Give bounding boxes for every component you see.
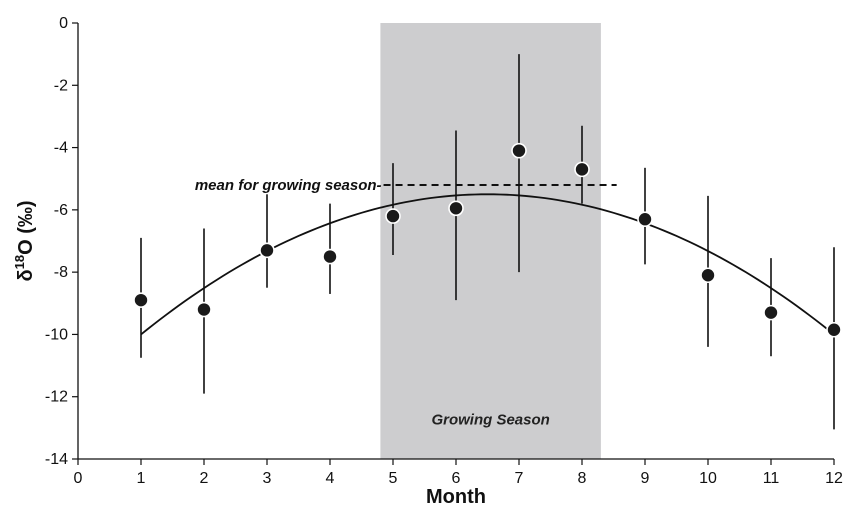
data-point	[511, 142, 527, 159]
data-point	[574, 161, 590, 178]
y-axis-title-rest: O (‰)	[15, 200, 37, 254]
x-tick-label: 8	[578, 470, 587, 487]
y-tick-label: 0	[59, 15, 68, 32]
y-tick-label: -14	[45, 451, 68, 468]
x-tick-label: 6	[452, 470, 461, 487]
x-tick-label: 2	[200, 470, 209, 487]
y-tick-label: -8	[54, 264, 68, 281]
x-axis-ticks: 0 1 2 3 4 5 6 7 8 9 10 11 12	[74, 459, 843, 487]
season-mean-label: mean for growing season-	[195, 177, 382, 194]
x-tick-label: 5	[389, 470, 398, 487]
data-point	[385, 208, 401, 224]
y-tick-label: -6	[54, 202, 68, 219]
data-point	[826, 321, 842, 338]
data-point	[322, 248, 338, 265]
y-axis-ticks: 0 -2 -4 -6 -8 -10 -12 -14	[45, 15, 78, 468]
x-tick-label: 7	[515, 470, 524, 487]
y-axis-title-superscript: 18	[12, 255, 27, 269]
x-tick-label: 3	[263, 470, 272, 487]
data-point	[133, 292, 149, 308]
growing-season-layer: Growing Season	[380, 23, 601, 459]
x-tick-label: 11	[763, 470, 780, 487]
data-point	[700, 267, 716, 284]
x-tick-label: 1	[137, 470, 146, 487]
x-tick-label: 0	[74, 470, 83, 487]
data-point	[763, 304, 779, 321]
y-axis-title: δ18O (‰)	[12, 200, 37, 281]
data-points	[133, 142, 842, 338]
data-point	[196, 301, 212, 318]
y-tick-label: -2	[54, 77, 68, 94]
x-axis-title: Month	[426, 486, 486, 508]
data-point	[259, 242, 275, 259]
x-tick-label: 10	[699, 470, 717, 487]
axes: 0-2-4-6-8-10-12-14 0 1 2 3 4 5 6 7 8 9 10 11 12	[45, 15, 843, 487]
season-mean-layer: mean for growing season-	[195, 177, 617, 194]
y-tick-label: -12	[45, 389, 68, 406]
growing-season-label: Growing Season	[431, 412, 549, 429]
growing-season-band	[380, 23, 601, 459]
data-point	[448, 200, 464, 217]
y-tick-label: -4	[54, 140, 68, 157]
x-tick-label: 9	[641, 470, 650, 487]
x-tick-label: 12	[825, 470, 843, 487]
data-point	[637, 211, 653, 227]
fit-curve	[140, 193, 835, 336]
y-tick-label: -10	[45, 326, 68, 343]
x-tick-label: 4	[326, 470, 335, 487]
y-axis-title-delta: δ	[15, 269, 37, 281]
